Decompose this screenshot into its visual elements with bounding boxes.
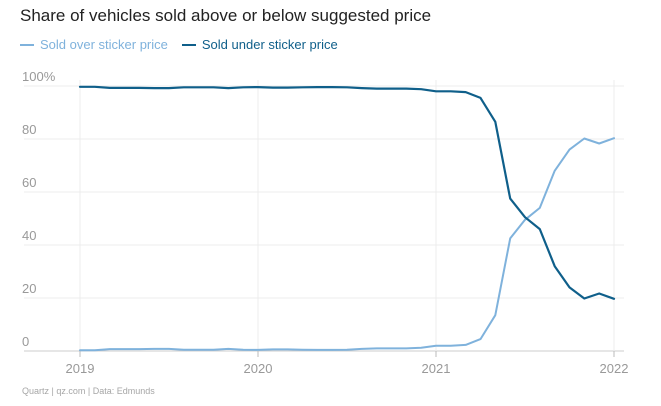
legend-label-over: Sold over sticker price [40,37,168,52]
legend-swatch-under [181,43,196,46]
y-tick-label: 20 [22,281,36,296]
x-axis-ticks: 2019 2020 2021 2022 [66,361,629,376]
y-tick-label: 0 [22,334,29,349]
source-note: Quartz | qz.com | Data: Edmunds [22,386,155,396]
x-tick-label: 2020 [244,361,273,376]
legend-label-under: Sold under sticker price [201,37,338,52]
series-line-over [79,137,615,352]
gridlines [24,80,624,357]
legend-swatch-over [20,43,34,46]
legend-item-over: Sold over sticker price [20,37,168,52]
y-tick-label: 100% [22,69,56,84]
y-tick-label: 40 [22,228,36,243]
legend: Sold over sticker price Sold under stick… [20,37,338,52]
y-tick-label: 60 [22,175,36,190]
series-line-under [78,85,616,300]
x-tick-label: 2022 [600,361,629,376]
chart-title: Share of vehicles sold above or below su… [20,6,432,25]
x-tick-label: 2019 [66,361,95,376]
y-tick-label: 80 [22,122,36,137]
x-tick-label: 2021 [422,361,451,376]
legend-item-under: Sold under sticker price [181,37,338,52]
y-axis-ticks: 0 20 40 60 80 100% [22,69,56,349]
series-lines [78,85,616,352]
